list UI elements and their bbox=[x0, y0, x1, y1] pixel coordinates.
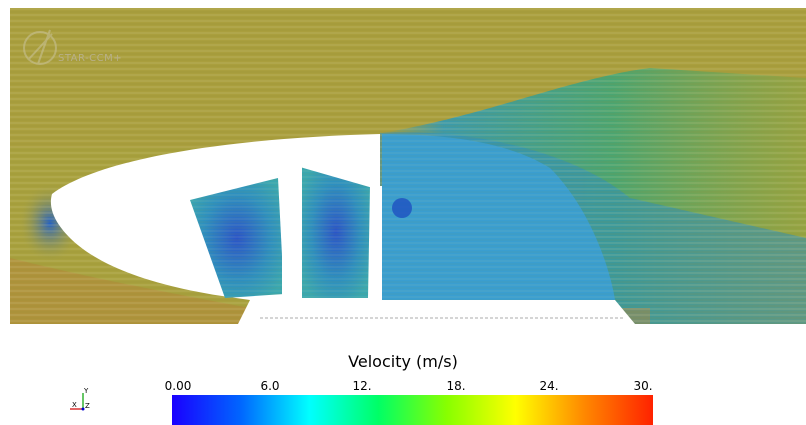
cfd-viewport[interactable] bbox=[10, 8, 806, 324]
triad-label-y: Y bbox=[83, 387, 89, 395]
scalar-bar-tick: 6.0 bbox=[260, 379, 280, 393]
logo-text: STAR-CCM+ bbox=[58, 53, 123, 64]
scalar-bar-tick: 0.00 bbox=[164, 379, 192, 393]
scalar-bar-colorbar bbox=[172, 395, 653, 425]
streamline-scene bbox=[10, 8, 806, 324]
scalar-bar-tick: 24. bbox=[539, 379, 559, 393]
star-ccm-logo-icon bbox=[23, 29, 57, 65]
scalar-bar-tick: 18. bbox=[446, 379, 466, 393]
triad-label-x: X bbox=[72, 401, 77, 409]
scalar-bar-tick: 12. bbox=[352, 379, 372, 393]
ground-plane bbox=[238, 300, 635, 324]
axis-triad-icon[interactable]: Y X Z bbox=[66, 385, 100, 415]
triad-label-z: Z bbox=[85, 402, 90, 410]
scalar-bar-tick: 30. bbox=[633, 379, 653, 393]
scalar-bar-title: Velocity (m/s) bbox=[348, 352, 458, 371]
